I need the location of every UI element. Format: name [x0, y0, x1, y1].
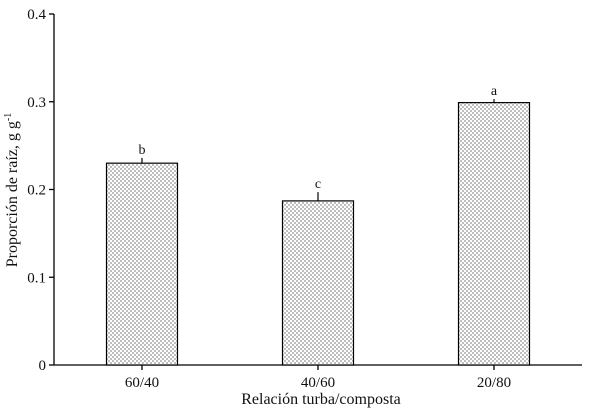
y-tick-label: 0 — [39, 358, 47, 374]
y-axis: 0 0.1 0.2 0.3 0.4 — [27, 7, 55, 374]
x-tick-label: 60/40 — [125, 375, 159, 391]
x-axis: 60/40 40/60 20/80 — [54, 364, 582, 391]
bar — [457, 102, 531, 366]
x-tick-label: 20/80 — [477, 375, 511, 391]
bar — [281, 200, 355, 366]
bars: b c a — [105, 84, 531, 366]
y-axis-title: Proporción de raíz, g g-1 — [3, 113, 21, 268]
significance-letter: a — [491, 84, 498, 99]
y-tick-label: 0.1 — [27, 270, 46, 286]
y-tick-label: 0.4 — [27, 7, 46, 23]
significance-letter: b — [139, 143, 146, 158]
x-tick-label: 40/60 — [301, 375, 335, 391]
bar — [105, 162, 179, 366]
y-tick-label: 0.2 — [27, 183, 46, 199]
x-axis-title: Relación turba/composta — [241, 391, 401, 408]
y-tick-label: 0.3 — [27, 95, 46, 111]
y-axis-title-superscript: -1 — [3, 113, 14, 121]
y-axis-title-text: Proporción de raíz, g g — [4, 121, 21, 267]
significance-letter: c — [315, 177, 321, 192]
